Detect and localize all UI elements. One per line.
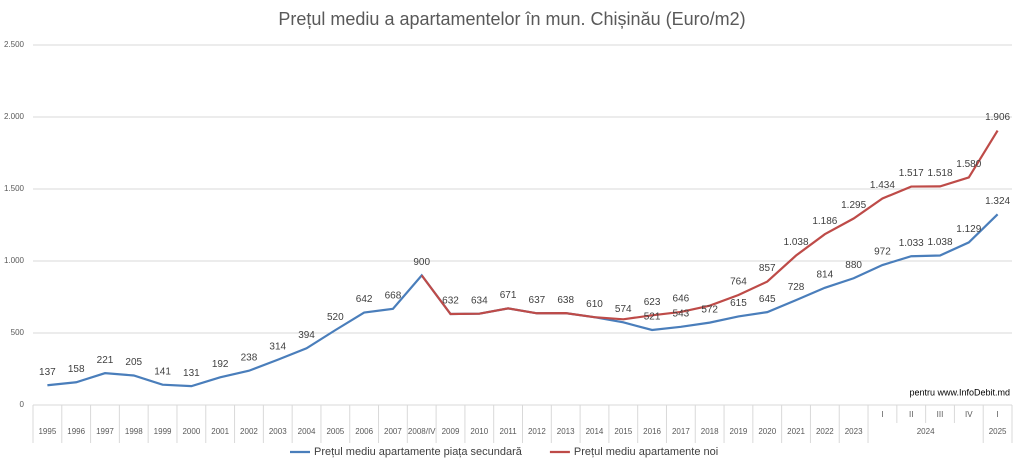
data-label: 221 xyxy=(97,355,114,366)
x-tick-label: 1999 xyxy=(154,427,172,436)
data-label: 574 xyxy=(615,304,632,315)
x-tick-label: 1995 xyxy=(38,427,56,436)
data-label: 638 xyxy=(557,295,574,306)
data-label: 394 xyxy=(298,330,315,341)
data-label: 521 xyxy=(644,312,661,323)
y-tick-label: 1.500 xyxy=(4,184,25,193)
data-label: 1.186 xyxy=(812,216,837,227)
data-label: 572 xyxy=(701,304,718,315)
x-tick-label: 2020 xyxy=(758,427,776,436)
x-tick-label: 2004 xyxy=(298,427,316,436)
x-tick-label: 2012 xyxy=(528,427,546,436)
x-group-label: 2025 xyxy=(989,427,1007,436)
data-label: 972 xyxy=(874,247,891,258)
x-tick-label: 2013 xyxy=(557,427,575,436)
x-group-label: 2024 xyxy=(917,427,935,436)
x-tick-label: 2014 xyxy=(586,427,604,436)
x-tick-label: 2007 xyxy=(384,427,402,436)
annotation: pentru www.InfoDebit.md xyxy=(909,387,1010,397)
legend-label: Prețul mediu apartamente piața secundară xyxy=(314,446,523,458)
x-tick-label: 2022 xyxy=(816,427,834,436)
data-label: 623 xyxy=(644,297,661,308)
legend-label: Prețul mediu apartamente noi xyxy=(574,446,718,458)
y-tick-label: 1.000 xyxy=(4,256,25,265)
x-tick-label: 1997 xyxy=(96,427,114,436)
series-line xyxy=(47,213,999,388)
data-label: 1.129 xyxy=(956,224,981,235)
data-label: 900 xyxy=(413,257,430,268)
data-label: 1.906 xyxy=(985,112,1010,123)
data-label: 1.038 xyxy=(784,237,809,248)
data-label: 634 xyxy=(471,295,488,306)
y-tick-label: 500 xyxy=(11,328,25,337)
x-tick-label: 2006 xyxy=(355,427,373,436)
data-label: 158 xyxy=(68,364,85,375)
data-label: 1.580 xyxy=(956,159,981,170)
x-tick-label: 2016 xyxy=(643,427,661,436)
x-tick-label: 2021 xyxy=(787,427,805,436)
data-label: 1.518 xyxy=(927,168,952,179)
x-tick-label: 2018 xyxy=(701,427,719,436)
data-label: 668 xyxy=(385,290,402,301)
data-label: 131 xyxy=(183,368,200,379)
x-tick-label: 2005 xyxy=(326,427,344,436)
data-label: 238 xyxy=(241,352,258,363)
data-label: 1.324 xyxy=(985,196,1010,207)
data-label: 192 xyxy=(212,359,229,370)
x-tick-label: I xyxy=(996,410,998,419)
data-label: 857 xyxy=(759,263,776,274)
data-label: 141 xyxy=(154,366,171,377)
data-label: 814 xyxy=(816,269,833,280)
x-tick-label: 2008/IV xyxy=(408,427,436,436)
data-label: 646 xyxy=(673,294,690,305)
data-label: 610 xyxy=(586,299,603,310)
x-tick-label: 2009 xyxy=(442,427,460,436)
x-tick-label: 1996 xyxy=(67,427,85,436)
data-label: 314 xyxy=(269,341,286,352)
data-label: 615 xyxy=(730,298,747,309)
chart-title: Prețul mediu a apartamentelor în mun. Ch… xyxy=(278,9,745,29)
data-label: 1.038 xyxy=(927,237,952,248)
data-label: 205 xyxy=(125,357,142,368)
x-tick-label: 2011 xyxy=(500,427,518,436)
x-tick-label: 2001 xyxy=(211,427,229,436)
x-tick-label: 2019 xyxy=(730,427,748,436)
data-label: 764 xyxy=(730,277,747,288)
x-tick-label: 2000 xyxy=(182,427,200,436)
data-label: 1.295 xyxy=(841,200,866,211)
data-label: 642 xyxy=(356,294,373,305)
y-tick-label: 2.500 xyxy=(4,40,25,49)
data-label: 520 xyxy=(327,312,344,323)
data-label: 543 xyxy=(673,308,690,319)
data-label: 137 xyxy=(39,367,56,378)
x-tick-label: 2010 xyxy=(470,427,488,436)
x-tick-label: 1998 xyxy=(125,427,143,436)
data-label: 632 xyxy=(442,296,459,307)
x-tick-label: 2003 xyxy=(269,427,287,436)
data-label: 880 xyxy=(845,260,862,271)
data-label: 1.033 xyxy=(899,238,924,249)
x-tick-label: 2015 xyxy=(614,427,632,436)
data-label: 645 xyxy=(759,294,776,305)
x-tick-label: II xyxy=(909,410,913,419)
y-tick-label: 0 xyxy=(20,400,25,409)
data-label: 1.517 xyxy=(899,168,924,179)
data-label: 1.434 xyxy=(870,180,895,191)
data-label: 728 xyxy=(788,282,805,293)
data-label: 637 xyxy=(529,295,546,306)
data-label: 671 xyxy=(500,290,517,301)
y-tick-label: 2.000 xyxy=(4,112,25,121)
x-tick-label: III xyxy=(937,410,944,419)
x-tick-label: IV xyxy=(965,410,973,419)
x-tick-label: 2002 xyxy=(240,427,258,436)
x-tick-label: 2017 xyxy=(672,427,690,436)
x-tick-label: I xyxy=(881,410,883,419)
series-line xyxy=(420,129,999,321)
x-tick-label: 2023 xyxy=(845,427,863,436)
